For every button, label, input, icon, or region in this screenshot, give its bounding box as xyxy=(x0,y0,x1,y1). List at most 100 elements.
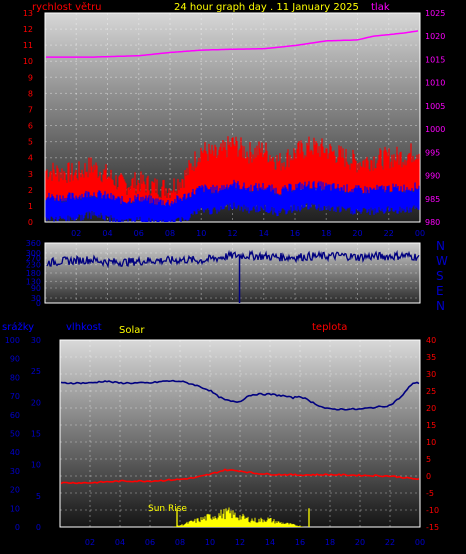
chart-title: 24 hour graph day . 11 January 2025 xyxy=(174,2,359,13)
pressure-tick-label: 985 xyxy=(425,195,440,204)
humidity-tick-label: 0 xyxy=(36,523,41,532)
solar-series xyxy=(172,507,305,527)
temperature-y-ticks: -15 -10 -5 0 5 10 15 20 25 30 35 40 xyxy=(426,336,439,532)
wind-tick-label: 7 xyxy=(28,105,33,114)
direction-tick-label: 90 xyxy=(31,284,41,293)
wind-average-series xyxy=(45,179,420,222)
rain-tick-label: 50 xyxy=(10,430,20,439)
x-tick-label: 22 xyxy=(384,229,394,238)
temperature-tick-label: -5 xyxy=(426,489,434,498)
rain-tick-label: 20 xyxy=(10,486,20,495)
wind-tick-label: 8 xyxy=(28,89,33,98)
x-tick-label: 18 xyxy=(321,229,331,238)
humidity-x-ticks: 02 04 06 08 10 12 14 16 18 20 22 00 xyxy=(85,538,425,547)
humidity-axis-title: vlhkost xyxy=(66,322,102,333)
pressure-y-ticks: 980 985 990 995 1000 1005 1010 1015 1020 1025 xyxy=(425,9,445,227)
rain-tick-label: 10 xyxy=(10,504,20,513)
humidity-tick-label: 25 xyxy=(31,367,41,376)
wind-tick-label: 3 xyxy=(28,170,33,179)
rain-tick-label: 80 xyxy=(10,373,20,382)
pressure-tick-label: 1005 xyxy=(425,102,445,111)
x-tick-label: 20 xyxy=(355,538,365,547)
wind-x-ticks: 02 04 06 08 10 12 14 16 18 20 22 00 xyxy=(71,229,425,238)
direction-series xyxy=(46,249,420,303)
temperature-tick-label: -15 xyxy=(426,523,439,532)
x-tick-label: 10 xyxy=(205,538,215,547)
x-tick-label: 08 xyxy=(165,229,175,238)
compass-label: N xyxy=(436,299,445,313)
wind-tick-label: 4 xyxy=(28,154,33,163)
wind-tick-label: 0 xyxy=(28,218,33,227)
pressure-tick-label: 995 xyxy=(425,148,440,157)
x-tick-label: 20 xyxy=(352,229,362,238)
wind-tick-label: 9 xyxy=(28,73,33,82)
temperature-series xyxy=(60,468,420,485)
humidity-grid xyxy=(60,339,420,528)
x-tick-label: 00 xyxy=(415,229,425,238)
x-tick-label: 06 xyxy=(134,229,144,238)
wind-tick-label: 11 xyxy=(23,41,33,50)
direction-tick-label: 0 xyxy=(36,299,41,308)
humidity-y-ticks: 0 5 10 15 20 25 30 xyxy=(31,336,41,532)
wind-tick-label: 12 xyxy=(23,25,33,34)
x-tick-label: 18 xyxy=(325,538,335,547)
pressure-tick-label: 1010 xyxy=(425,79,445,88)
rain-axis-title: srážky xyxy=(2,321,34,333)
temperature-axis-title: teplota xyxy=(312,322,347,333)
humidity-tick-label: 30 xyxy=(31,336,41,345)
rain-tick-label: 90 xyxy=(10,355,20,364)
x-tick-label: 02 xyxy=(85,538,95,547)
x-tick-label: 16 xyxy=(290,229,300,238)
humidity-series xyxy=(60,379,420,411)
humidity-tick-label: 5 xyxy=(36,492,41,501)
x-tick-label: 12 xyxy=(227,229,237,238)
x-tick-label: 10 xyxy=(196,229,206,238)
temperature-tick-label: 10 xyxy=(426,438,436,447)
compass-label: N xyxy=(436,239,445,253)
humidity-series xyxy=(60,379,420,527)
direction-series xyxy=(46,249,420,269)
direction-tick-label: 360 xyxy=(26,239,41,248)
rain-tick-label: 60 xyxy=(10,411,20,420)
rain-tick-label: 30 xyxy=(10,467,20,476)
x-tick-label: 04 xyxy=(115,538,125,547)
direction-tick-label: 230 xyxy=(26,261,41,270)
x-tick-label: 02 xyxy=(71,229,81,238)
pressure-tick-label: 1020 xyxy=(425,32,445,41)
compass-label: E xyxy=(436,284,444,298)
temperature-tick-label: 15 xyxy=(426,421,436,430)
temperature-tick-label: 35 xyxy=(426,353,436,362)
x-tick-label: 04 xyxy=(102,229,112,238)
wind-tick-label: 6 xyxy=(28,122,33,131)
rain-tick-label: 0 xyxy=(15,523,20,532)
pressure-axis-title: tlak xyxy=(371,2,390,13)
sun-rise-label: Sun Rise xyxy=(148,504,187,514)
direction-tick-label: 30 xyxy=(31,294,41,303)
temperature-tick-label: 40 xyxy=(426,336,436,345)
compass-label: W xyxy=(436,254,448,268)
compass-label: S xyxy=(436,269,444,283)
pressure-series xyxy=(46,30,419,58)
temperature-tick-label: 0 xyxy=(426,472,431,481)
temperature-tick-label: -10 xyxy=(426,506,439,515)
temperature-tick-label: 5 xyxy=(426,455,431,464)
wind-series xyxy=(45,30,420,222)
pressure-tick-label: 1000 xyxy=(425,125,445,134)
rain-y-ticks: 0 10 20 30 40 50 60 70 80 90 100 xyxy=(5,336,20,532)
direction-grid xyxy=(45,242,420,304)
wind-tick-label: 10 xyxy=(23,57,33,66)
direction-tick-label: 130 xyxy=(26,277,41,286)
x-tick-label: 22 xyxy=(385,538,395,547)
humidity-tick-label: 20 xyxy=(31,398,41,407)
direction-tick-label: 300 xyxy=(26,249,41,258)
x-tick-label: 00 xyxy=(415,538,425,547)
humidity-plot-area xyxy=(59,339,421,528)
direction-plot-area xyxy=(44,242,421,304)
